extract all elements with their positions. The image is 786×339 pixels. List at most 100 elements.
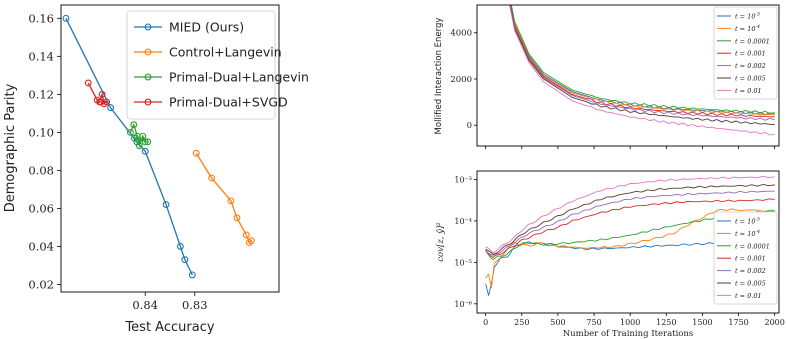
series-line-primal-dual-langevin: [129, 122, 148, 149]
x-tick-label: 1750: [728, 318, 748, 327]
legend-label: t = 0.001: [735, 50, 766, 58]
data-point-control-langevin: [227, 197, 235, 205]
data-point-control-langevin: [245, 239, 253, 247]
data-point-primal-dual-langevin: [141, 138, 149, 146]
legend-marker: [144, 98, 152, 106]
data-point-primal-dual-langevin: [134, 136, 142, 144]
y-axis-label: cov[z, ŷ]²: [435, 222, 446, 262]
legend-label: t = 10-4: [735, 24, 760, 33]
y-tick-label: 0.16: [28, 11, 54, 25]
panel-demographic-parity: 0.02 0.04 0.06 0.08 0.10 0.12 0.14 0.16 0.84 0.83…: [3, 4, 309, 335]
legend-label: MIED (Ours): [169, 20, 244, 35]
y-tick-label: 0: [467, 121, 472, 131]
legend-label: t = 10-5: [735, 12, 760, 21]
data-point-mied-ours: [176, 242, 184, 250]
x-axis-label: Test Accuracy: [124, 320, 214, 335]
legend-frame: [713, 6, 778, 100]
panel-covariance: 10⁻⁶ 10⁻⁵ 10⁻⁴ 10⁻³ 0 250 500 750 1000 1250 1500 17…: [435, 170, 785, 339]
plot-frame: [476, 170, 780, 314]
x-tick-label: 1500: [692, 318, 712, 327]
legend-label: t = 0.0001: [735, 242, 770, 250]
y-tick-label: 2000: [450, 75, 472, 85]
x-tick-label: 250: [514, 318, 529, 327]
legend-label: t = 0.0001: [735, 37, 770, 45]
y-tick-label: 0.04: [28, 239, 54, 253]
panel-mollified-energy: 0 2000 4000 Mollified Interaction Energy t…: [434, 4, 780, 149]
y-tick-label: 10⁻⁶: [454, 300, 472, 309]
data-point-mied-ours: [62, 14, 70, 22]
data-point-control-langevin: [242, 231, 250, 239]
data-point-primal-dual-langevin: [144, 138, 152, 146]
legend-frame: [126, 10, 276, 120]
y-tick-label: 10⁻⁵: [454, 258, 472, 267]
x-tick-label: 0.83: [182, 298, 208, 312]
data-point-mied-ours: [162, 201, 170, 209]
y-tick-label: 4000: [450, 29, 472, 39]
y-tick-label: 10⁻³: [454, 175, 472, 184]
x-tick-label: 0.84: [132, 298, 158, 312]
legend-label: t = 10-4: [735, 229, 760, 238]
legend-label: Primal-Dual+Langevin: [169, 70, 309, 85]
series-line-t-0-0001: [485, 209, 775, 261]
data-point-primal-dual-langevin: [130, 134, 138, 142]
data-point-mied-ours: [107, 104, 114, 112]
x-tick-label: 2000: [764, 318, 784, 327]
legend-frame: [713, 211, 778, 305]
data-point-primal-dual-svgd: [84, 79, 92, 87]
data-point-primal-dual-svgd: [97, 98, 105, 106]
data-point-control-langevin: [233, 214, 241, 222]
x-tick-label: 0: [483, 318, 488, 327]
plot-frame: [476, 4, 780, 147]
data-point-mied-ours: [141, 147, 149, 155]
y-tick-label: 10⁻⁴: [454, 217, 472, 226]
series-line-mied-ours: [65, 18, 193, 276]
legend-label: t = 0.005: [735, 280, 766, 288]
data-point-primal-dual-svgd: [98, 90, 106, 98]
series-line-t-0-01: [509, 5, 775, 136]
legend-label: t = 10-5: [735, 217, 760, 226]
data-point-primal-dual-langevin: [130, 121, 138, 129]
legend-label: t = 0.002: [735, 62, 766, 70]
series-line-t-0-001: [485, 198, 775, 259]
plot-frame: [60, 4, 280, 293]
y-axis-label: Mollified Interaction Energy: [434, 18, 444, 135]
legend: t = 10-5 t = 10-4 t = 0.0001 t = 0.001 t = 0…: [713, 6, 778, 100]
data-point-mied-ours: [188, 271, 196, 279]
x-axis-label: Number of Training Iterations: [563, 329, 694, 339]
legend: MIED (Ours) Control+Langevin Primal-Dual+L…: [126, 10, 309, 120]
data-point-primal-dual-langevin: [139, 132, 147, 140]
legend-label: Primal-Dual+SVGD: [169, 95, 288, 110]
y-tick-label: 0.10: [28, 125, 54, 139]
y-tick-label: 0.14: [28, 49, 54, 63]
series-line-control-langevin: [195, 152, 252, 244]
y-tick-label: 0.02: [28, 277, 54, 291]
y-tick-label: 0.12: [28, 87, 54, 101]
x-tick-label: 500: [550, 318, 565, 327]
legend-label: t = 0.005: [735, 75, 766, 83]
legend-label: t = 0.01: [735, 292, 762, 300]
series-line-t-0-01: [485, 175, 775, 254]
series-line-t-10-4: [485, 208, 775, 288]
y-tick-label: 0.06: [28, 201, 54, 215]
x-tick-label: 750: [586, 318, 601, 327]
series-line-t-0-0001: [510, 5, 775, 114]
legend-label: t = 0.002: [735, 267, 766, 275]
legend-marker: [144, 48, 152, 56]
legend: t = 10-5 t = 10-4 t = 0.0001 t = 0.001 t = 0…: [713, 211, 778, 305]
legend-marker: [144, 73, 152, 81]
legend-label: t = 0.01: [735, 87, 762, 95]
data-point-control-langevin: [247, 237, 255, 245]
series-line-t-0-005: [485, 183, 775, 255]
y-axis-label: Demographic Parity: [3, 83, 18, 212]
data-point-mied-ours: [181, 256, 189, 264]
data-point-control-langevin: [208, 174, 216, 182]
legend-label: t = 0.001: [735, 255, 766, 263]
x-tick-label: 1250: [656, 318, 676, 327]
series-line-t-0-002: [485, 190, 775, 257]
legend-marker: [144, 23, 152, 31]
data-point-primal-dual-langevin: [126, 128, 134, 136]
legend-label: Control+Langevin: [169, 45, 282, 60]
y-tick-label: 0.08: [28, 163, 54, 177]
x-tick-label: 1000: [620, 318, 640, 327]
